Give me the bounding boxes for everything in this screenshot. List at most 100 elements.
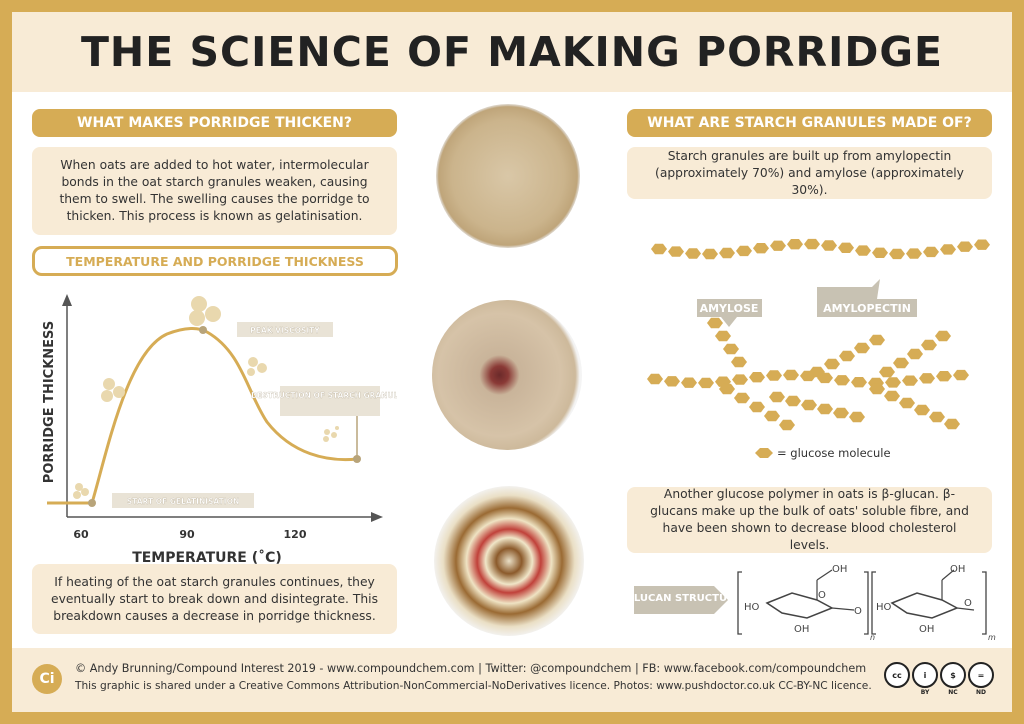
y-axis-arrow: [62, 294, 72, 306]
glucose-molecule: [936, 371, 952, 382]
glucose-molecule: [779, 419, 795, 431]
ring2-oh-top: OH: [950, 564, 965, 575]
glucose-molecule: [838, 242, 854, 253]
glucose-molecule: [647, 373, 663, 385]
thickness-chart: PORRIDGE THICKNESS 60 90 120 TEMPERATURE…: [42, 294, 397, 564]
amylopectin-chain: [647, 304, 969, 431]
starch-diagram: AMYLOSE AMYLOPECTIN = glucose molecule: [647, 238, 990, 460]
glucose-molecule: [753, 243, 769, 254]
glucose-molecule: [833, 407, 849, 419]
x-axis-arrow: [371, 512, 383, 522]
glucose-molecule: [921, 339, 937, 351]
ring2-ho: HO: [876, 602, 892, 613]
glucose-molecule: [914, 404, 930, 416]
label-peak-viscosity: PEAK VISCOSITY: [250, 326, 320, 335]
glucose-molecule: [707, 317, 723, 329]
footer-credits: © Andy Brunning/Compound Interest 2019 -…: [75, 662, 867, 675]
glucose-molecule: [855, 245, 871, 256]
cc-by-icon: i BY: [912, 662, 938, 696]
granule-large-icon: [189, 296, 221, 326]
glucose-molecule: [849, 411, 865, 423]
topped-porridge-photo: [434, 486, 584, 636]
label-destruction-text: DESTRUCTION OF STARCH GRANULES: [251, 391, 397, 400]
glucose-molecule: [651, 243, 667, 255]
glucose-molecule: [893, 357, 909, 369]
x-tick-60: 60: [73, 528, 89, 541]
glucose-molecule: [869, 383, 885, 395]
glucose-molecule: [885, 377, 901, 388]
glucose-molecule: [889, 248, 905, 260]
glucose-molecule: [824, 358, 840, 370]
raw-oats-photo: [436, 104, 580, 248]
glucose-molecule: [884, 390, 900, 402]
glucose-molecule: [801, 399, 817, 411]
glucose-molecule: [719, 383, 735, 395]
right-heading: WHAT ARE STARCH GRANULES MADE OF?: [627, 109, 992, 137]
glucose-molecule: [953, 369, 969, 381]
page-title: THE SCIENCE OF MAKING PORRIDGE: [80, 28, 944, 76]
glucose-molecule: [872, 247, 888, 258]
glucose-molecule: [809, 366, 825, 378]
y-axis-label: PORRIDGE THICKNESS: [42, 321, 57, 483]
glucose-molecule: [698, 377, 714, 389]
glucose-molecule: [723, 343, 739, 355]
left-heading: WHAT MAKES PORRIDGE THICKEN?: [32, 109, 397, 137]
glucose-molecule: [851, 377, 867, 388]
glucose-molecule: [804, 238, 820, 250]
glucose-molecule: [702, 248, 718, 260]
glucose-molecule: [919, 373, 935, 384]
thickness-curve: [47, 327, 358, 505]
glucose-molecule: [929, 411, 945, 423]
amylose-chain: [651, 238, 990, 260]
right-intro-text: Starch granules are built up from amylop…: [627, 147, 992, 199]
glucose-molecule: [734, 392, 750, 404]
glucose-molecule: [879, 366, 895, 378]
glucose-molecule: [869, 334, 885, 346]
amylopectin-label: AMYLOPECTIN: [823, 302, 911, 315]
glucose-molecule: [715, 330, 731, 342]
glucose-molecule: [785, 395, 801, 407]
beta-glucan-label-text: β-GLUCAN STRUCTURE: [632, 593, 742, 604]
glucose-molecule: [770, 240, 786, 251]
glucose-molecule: [787, 239, 803, 250]
footer: Ci © Andy Brunning/Compound Interest 201…: [12, 648, 1012, 712]
glucose-molecule: [906, 248, 922, 259]
glucose-molecule: [685, 248, 701, 259]
glucose-molecule: [935, 330, 951, 342]
glucose-molecule: [817, 403, 833, 415]
glucose-molecule: [957, 241, 973, 252]
glucose-molecule: [749, 372, 765, 383]
glucose-legend: = glucose molecule: [777, 446, 891, 460]
glucose-molecule: [974, 239, 990, 250]
cooked-porridge-photo: [432, 300, 582, 450]
ring1-o: O: [818, 590, 826, 601]
glucose-molecule: [834, 375, 850, 386]
glucose-molecule: [854, 342, 870, 354]
beta-glucan-structure: β-GLUCAN STRUCTURE n m OH O HO OH O OH H…: [632, 564, 996, 642]
glucose-molecule: [749, 401, 765, 413]
x-tick-90: 90: [179, 528, 195, 541]
glucose-molecule: [719, 247, 735, 259]
beta-glucan-label: β-GLUCAN STRUCTURE: [632, 593, 742, 604]
cc-licence-badges: cc i BY $ NC = ND: [884, 662, 994, 696]
cc-nc-icon: $ NC: [940, 662, 966, 696]
cc-icon: cc: [884, 662, 910, 688]
glucose-molecule: [899, 397, 915, 409]
footer-licence: This graphic is shared under a Creative …: [75, 680, 872, 692]
glucose-molecule: [907, 348, 923, 360]
granule-small-icon: [73, 483, 89, 499]
glucose-molecule: [764, 410, 780, 422]
ring2-oh-bottom: OH: [919, 624, 934, 635]
bridge-o-1: O: [854, 606, 862, 617]
left-intro-text: When oats are added to hot water, interm…: [32, 147, 397, 235]
compound-interest-logo: Ci: [32, 664, 62, 694]
x-tick-120: 120: [284, 528, 307, 541]
start-point: [88, 499, 96, 507]
ring1-oh-top: OH: [832, 564, 847, 575]
subscript-m: m: [988, 633, 996, 642]
label-destruction: DESTRUCTION OF STARCH GRANULES: [251, 391, 397, 400]
x-axis-label: TEMPERATURE (˚C): [132, 549, 282, 564]
glucose-molecule: [839, 350, 855, 362]
amylose-label: AMYLOSE: [700, 302, 759, 315]
bridge-o-2: O: [964, 598, 972, 609]
